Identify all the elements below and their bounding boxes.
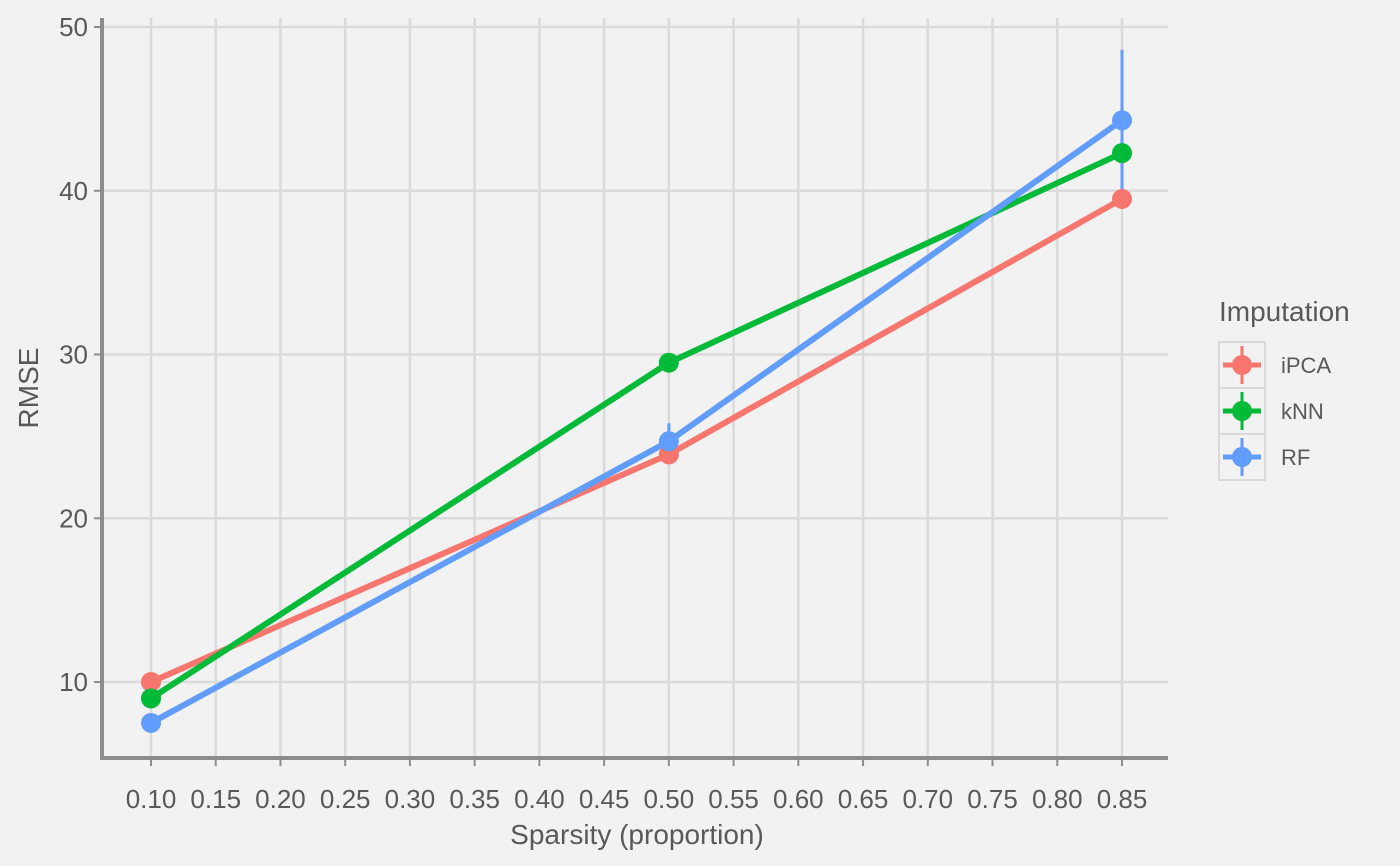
x-tick-label: 0.30 xyxy=(385,784,436,814)
y-axis-title: RMSE xyxy=(13,348,44,429)
y-tick-label: 50 xyxy=(59,12,88,42)
legend-title: Imputation xyxy=(1219,296,1350,327)
x-tick-label: 0.70 xyxy=(902,784,953,814)
x-tick-label: 0.60 xyxy=(773,784,824,814)
x-axis-title: Sparsity (proportion) xyxy=(510,819,764,850)
data-point-RF xyxy=(141,712,161,733)
legend-label-kNN: kNN xyxy=(1281,399,1324,424)
x-tick-label: 0.15 xyxy=(190,784,241,814)
data-point-RF xyxy=(658,431,679,452)
data-point-kNN xyxy=(658,352,679,373)
legend-key-point xyxy=(1232,355,1252,375)
x-tick-label: 0.20 xyxy=(255,784,306,814)
y-tick-label: 30 xyxy=(59,340,88,370)
legend-label-RF: RF xyxy=(1281,445,1310,470)
data-point-RF xyxy=(1112,110,1132,131)
y-tick-label: 10 xyxy=(59,667,88,697)
x-tick-label: 0.45 xyxy=(579,784,630,814)
data-point-iPCA xyxy=(141,672,161,692)
x-tick-label: 0.65 xyxy=(838,784,889,814)
x-tick-label: 0.50 xyxy=(644,784,695,814)
x-tick-label: 0.55 xyxy=(708,784,759,814)
series-line-RF xyxy=(149,117,1124,726)
x-tick-label: 0.75 xyxy=(967,784,1018,814)
x-tick-label: 0.80 xyxy=(1032,784,1083,814)
y-tick-label: 40 xyxy=(59,176,88,206)
series-line-iPCA xyxy=(149,196,1124,685)
y-tick-label: 20 xyxy=(59,503,88,533)
legend-key-point xyxy=(1232,401,1252,421)
x-tick-label: 0.10 xyxy=(126,784,177,814)
data-point-kNN xyxy=(141,688,161,709)
x-tick-label: 0.35 xyxy=(449,784,500,814)
data-point-iPCA xyxy=(1112,188,1132,209)
data-point-kNN xyxy=(1112,143,1132,164)
legend-key-point xyxy=(1232,447,1252,467)
x-tick-label: 0.85 xyxy=(1097,784,1148,814)
x-tick-label: 0.25 xyxy=(320,784,371,814)
legend-label-iPCA: iPCA xyxy=(1281,353,1331,378)
x-tick-label: 0.40 xyxy=(514,784,565,814)
